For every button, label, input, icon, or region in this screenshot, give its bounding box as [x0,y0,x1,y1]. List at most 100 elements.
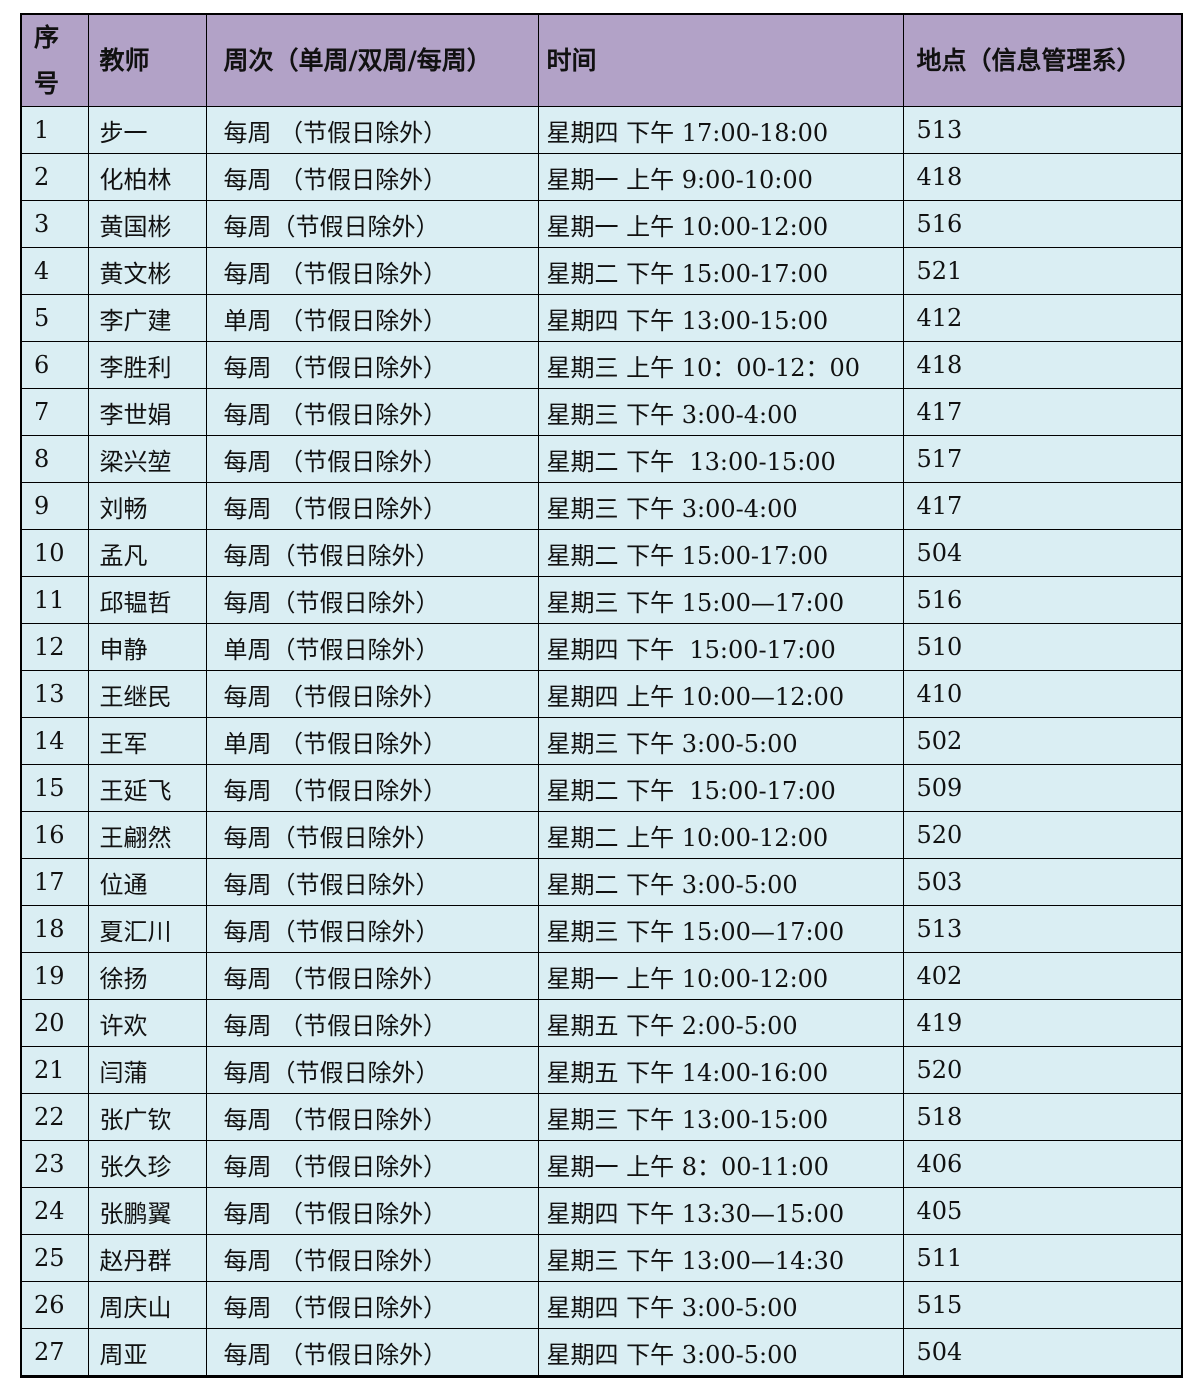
table-row: 6 李胜利 每周 （节假日除外） 星期三 上午 10：00-12：00 418 [20,341,1183,389]
cell-teacher: 位通 [87,858,207,906]
cell-time: 星期五 下午 2:00-5:00 [537,999,904,1047]
cell-week: 每周 （节假日除外） [205,247,539,295]
cell-index: 19 [20,952,89,1000]
cell-week: 单周（节假日除外） [205,623,539,671]
cell-location: 418 [902,341,1183,389]
table-row: 10 孟凡 每周（节假日除外） 星期二 下午 15:00-17:00 504 [20,529,1183,577]
cell-location: 516 [902,576,1183,624]
cell-location: 504 [902,529,1183,577]
cell-index: 21 [20,1046,89,1094]
cell-location: 402 [902,952,1183,1000]
cell-time: 星期二 上午 10:00-12:00 [537,811,904,859]
cell-time: 星期三 下午 15:00—17:00 [537,905,904,953]
cell-teacher: 黄国彬 [87,200,207,248]
cell-index: 11 [20,576,89,624]
table-row: 25 赵丹群 每周 （节假日除外） 星期三 下午 13:00—14:30 511 [20,1234,1183,1282]
table-row: 4 黄文彬 每周 （节假日除外） 星期二 下午 15:00-17:00 521 [20,247,1183,295]
header-time: 时间 [537,13,904,107]
cell-location: 513 [902,106,1183,154]
cell-time: 星期三 下午 13:00-15:00 [537,1093,904,1141]
cell-time: 星期三 下午 3:00-4:00 [537,388,904,436]
cell-teacher: 步一 [87,106,207,154]
table-row: 1 步一 每周 （节假日除外） 星期四 下午 17:00-18:00 513 [20,106,1183,154]
table-row: 9 刘畅 每周 （节假日除外） 星期三 下午 3:00-4:00 417 [20,482,1183,530]
cell-week: 每周 （节假日除外） [205,388,539,436]
table-row: 14 王军 单周 （节假日除外） 星期三 下午 3:00-5:00 502 [20,717,1183,765]
cell-location: 515 [902,1281,1183,1329]
cell-time: 星期一 上午 9:00-10:00 [537,153,904,201]
table-row: 8 梁兴堃 每周 （节假日除外） 星期二 下午 13:00-15:00 517 [20,435,1183,483]
cell-location: 509 [902,764,1183,812]
cell-week: 每周 （节假日除外） [205,1187,539,1235]
cell-index: 5 [20,294,89,342]
cell-week: 每周（节假日除外） [205,905,539,953]
cell-time: 星期三 下午 15:00—17:00 [537,576,904,624]
cell-location: 520 [902,1046,1183,1094]
cell-week: 每周 （节假日除外） [205,1328,539,1377]
cell-teacher: 张鹏翼 [87,1187,207,1235]
cell-teacher: 黄文彬 [87,247,207,295]
cell-teacher: 王继民 [87,670,207,718]
table-header-row: 序号 教师 周次（单周/双周/每周） 时间 地点（信息管理系） [20,13,1183,107]
table-row: 22 张广钦 每周 （节假日除外） 星期三 下午 13:00-15:00 518 [20,1093,1183,1141]
table-row: 17 位通 每周（节假日除外） 星期二 下午 3:00-5:00 503 [20,858,1183,906]
table-row: 18 夏汇川 每周（节假日除外） 星期三 下午 15:00—17:00 513 [20,905,1183,953]
cell-teacher: 赵丹群 [87,1234,207,1282]
cell-location: 517 [902,435,1183,483]
cell-week: 每周 （节假日除外） [205,482,539,530]
cell-week: 每周（节假日除外） [205,200,539,248]
cell-index: 23 [20,1140,89,1188]
cell-index: 10 [20,529,89,577]
cell-week: 每周 （节假日除外） [205,999,539,1047]
cell-teacher: 孟凡 [87,529,207,577]
cell-teacher: 李世娟 [87,388,207,436]
table-row: 20 许欢 每周 （节假日除外） 星期五 下午 2:00-5:00 419 [20,999,1183,1047]
cell-location: 412 [902,294,1183,342]
cell-location: 406 [902,1140,1183,1188]
cell-location: 417 [902,482,1183,530]
table-row: 16 王翩然 每周（节假日除外） 星期二 上午 10:00-12:00 520 [20,811,1183,859]
table-row: 19 徐扬 每周 （节假日除外） 星期一 上午 10:00-12:00 402 [20,952,1183,1000]
cell-index: 15 [20,764,89,812]
table-row: 12 申静 单周（节假日除外） 星期四 下午 15:00-17:00 510 [20,623,1183,671]
cell-index: 8 [20,435,89,483]
cell-teacher: 王军 [87,717,207,765]
cell-time: 星期一 上午 10:00-12:00 [537,952,904,1000]
cell-location: 516 [902,200,1183,248]
cell-week: 每周（节假日除外） [205,529,539,577]
cell-time: 星期一 上午 10:00-12:00 [537,200,904,248]
cell-week: 每周 （节假日除外） [205,1140,539,1188]
cell-week: 每周 （节假日除外） [205,1093,539,1141]
cell-index: 26 [20,1281,89,1329]
header-index: 序号 [20,13,89,107]
cell-week: 每周 （节假日除外） [205,952,539,1000]
cell-week: 每周 （节假日除外） [205,435,539,483]
cell-teacher: 化柏林 [87,153,207,201]
cell-week: 每周（节假日除外） [205,1046,539,1094]
cell-time: 星期三 下午 13:00—14:30 [537,1234,904,1282]
cell-location: 520 [902,811,1183,859]
cell-week: 单周 （节假日除外） [205,717,539,765]
table-row: 7 李世娟 每周 （节假日除外） 星期三 下午 3:00-4:00 417 [20,388,1183,436]
cell-teacher: 周亚 [87,1328,207,1377]
cell-teacher: 王翩然 [87,811,207,859]
table-row: 26 周庆山 每周 （节假日除外） 星期四 下午 3:00-5:00 515 [20,1281,1183,1329]
cell-index: 7 [20,388,89,436]
cell-location: 510 [902,623,1183,671]
cell-teacher: 王延飞 [87,764,207,812]
cell-week: 每周（节假日除外） [205,811,539,859]
header-teacher: 教师 [87,13,207,107]
cell-location: 405 [902,1187,1183,1235]
cell-index: 1 [20,106,89,154]
cell-index: 20 [20,999,89,1047]
cell-time: 星期四 上午 10:00—12:00 [537,670,904,718]
table-row: 23 张久珍 每周 （节假日除外） 星期一 上午 8：00-11:00 406 [20,1140,1183,1188]
cell-teacher: 邱韫哲 [87,576,207,624]
cell-index: 22 [20,1093,89,1141]
cell-time: 星期二 下午 3:00-5:00 [537,858,904,906]
cell-index: 13 [20,670,89,718]
table-row: 5 李广建 单周 （节假日除外） 星期四 下午 13:00-15:00 412 [20,294,1183,342]
cell-time: 星期四 下午 17:00-18:00 [537,106,904,154]
cell-location: 503 [902,858,1183,906]
cell-location: 518 [902,1093,1183,1141]
